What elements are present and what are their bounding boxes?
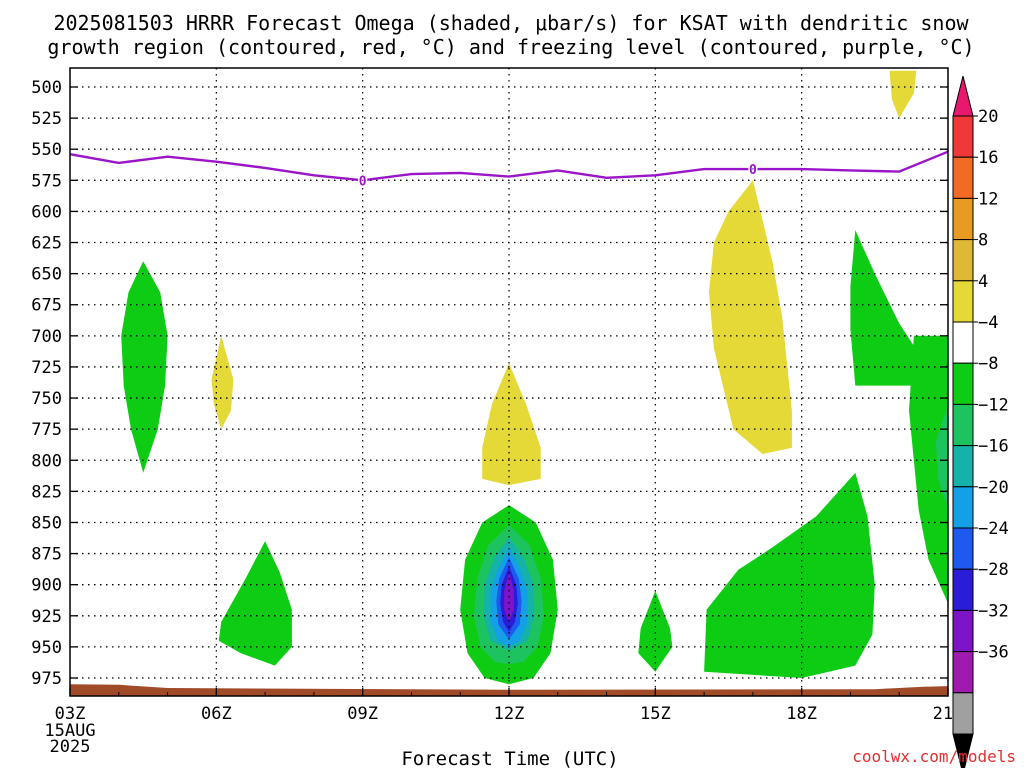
y-tick-label: 550 — [31, 140, 62, 160]
colorbar-segment — [952, 486, 974, 529]
y-tick-label: 675 — [31, 296, 62, 316]
y-tick-label: 925 — [31, 607, 62, 627]
y-tick-label: 825 — [31, 482, 62, 502]
colorbar-segment — [952, 651, 974, 694]
colorbar-extend-max — [952, 75, 974, 117]
chart-title-line-2: growth region (contoured, red, °C) and f… — [47, 35, 974, 59]
x-tick-label: 09Z — [347, 704, 378, 724]
y-tick-label: 575 — [31, 171, 62, 191]
x-date-label: 2025 — [50, 737, 91, 757]
y-tick-label: 525 — [31, 109, 62, 129]
x-axis-title: Forecast Time (UTC) — [401, 748, 618, 768]
colorbar-label: 16 — [978, 148, 998, 168]
colorbar-label: 12 — [978, 189, 998, 209]
colorbar-segment — [952, 156, 974, 199]
y-tick-label: 700 — [31, 327, 62, 347]
colorbar-label: 8 — [978, 231, 988, 251]
y-tick-label: 900 — [31, 576, 62, 596]
y-tick-label: 500 — [31, 78, 62, 98]
y-tick-label: 875 — [31, 545, 62, 565]
colorbar-label: −8 — [978, 354, 998, 374]
y-tick-label: 750 — [31, 389, 62, 409]
omega-region-downdraft-12z — [482, 363, 541, 486]
y-tick-label: 600 — [31, 202, 62, 222]
y-tick-label: 950 — [31, 638, 62, 658]
y-tick-label: 625 — [31, 234, 62, 254]
x-date-label: 15AUG — [44, 721, 95, 741]
omega-region-downdraft-20z — [889, 70, 917, 119]
colorbar-label: −36 — [978, 643, 1009, 663]
colorbar-segment — [952, 692, 974, 735]
y-tick-label: 725 — [31, 358, 62, 378]
x-tick-label: 06Z — [201, 704, 232, 724]
colorbar-segment — [952, 527, 974, 570]
y-tick-label: 850 — [31, 513, 62, 533]
y-tick-label: 800 — [31, 451, 62, 471]
freezing-level-label: 0 — [749, 163, 757, 178]
colorbar-label: 20 — [978, 107, 998, 127]
omega-shading — [70, 70, 948, 696]
omega-region-sink-21z-edge — [935, 404, 948, 510]
colorbar-segment — [952, 321, 974, 364]
omega-region-sink-20z-lower — [909, 335, 948, 604]
colorbar-segment — [952, 445, 974, 488]
y-tick-label: 650 — [31, 265, 62, 285]
grid-lines — [70, 68, 948, 696]
colorbar-segment — [952, 197, 974, 241]
x-tick-label: 12Z — [494, 704, 525, 724]
colorbar-extend-min — [952, 733, 974, 768]
y-tick-label: 775 — [31, 420, 62, 440]
colorbar-segment — [952, 403, 974, 447]
colorbar-label: −4 — [978, 313, 998, 333]
colorbar-segment — [952, 362, 974, 405]
colorbar-label: −28 — [978, 560, 1009, 580]
omega-region-downdraft-06z — [211, 335, 234, 430]
omega-region-updraft-04z — [121, 261, 168, 473]
x-tick-label: 15Z — [640, 704, 671, 724]
colorbar-segment — [952, 568, 974, 611]
colorbar-label: −32 — [978, 601, 1009, 621]
axes: 500 525 550 575 600 625 650 675 700 725 750 775 800 8… — [31, 67, 963, 757]
plot-area: 00 — [69, 68, 949, 696]
colorbar-segment — [952, 280, 974, 323]
colorbar: 20 16 12 8 4 −4 −8 −12 −16 −20 −24 −28 −32 −36 — [952, 75, 1009, 768]
chart-title-line-1: 2025081503 HRRR Forecast Omega (shaded, … — [53, 11, 969, 35]
y-tick-label: 975 — [31, 669, 62, 689]
colorbar-label: 4 — [978, 272, 988, 292]
omega-region-sink-15z — [638, 590, 673, 672]
freezing-level-line — [69, 150, 949, 182]
colorbar-label: −24 — [978, 519, 1009, 539]
omega-region-sink-18z — [704, 472, 875, 678]
freezing-level-label: 0 — [359, 174, 367, 189]
omega-region-downdraft-16z — [709, 180, 792, 455]
omega-region-sink-07z — [218, 541, 292, 666]
x-tick-label: 03Z — [55, 704, 86, 724]
x-tick-label: 18Z — [786, 704, 817, 724]
colorbar-label: −12 — [978, 395, 1009, 415]
colorbar-segment — [952, 115, 974, 158]
colorbar-segment — [952, 239, 974, 282]
colorbar-label: −16 — [978, 437, 1009, 457]
omega-region-sink-19z-upper — [850, 230, 948, 386]
credit-text: coolwx.com/models — [852, 747, 1016, 766]
colorbar-label: −20 — [978, 478, 1009, 498]
colorbar-segment — [952, 609, 974, 653]
